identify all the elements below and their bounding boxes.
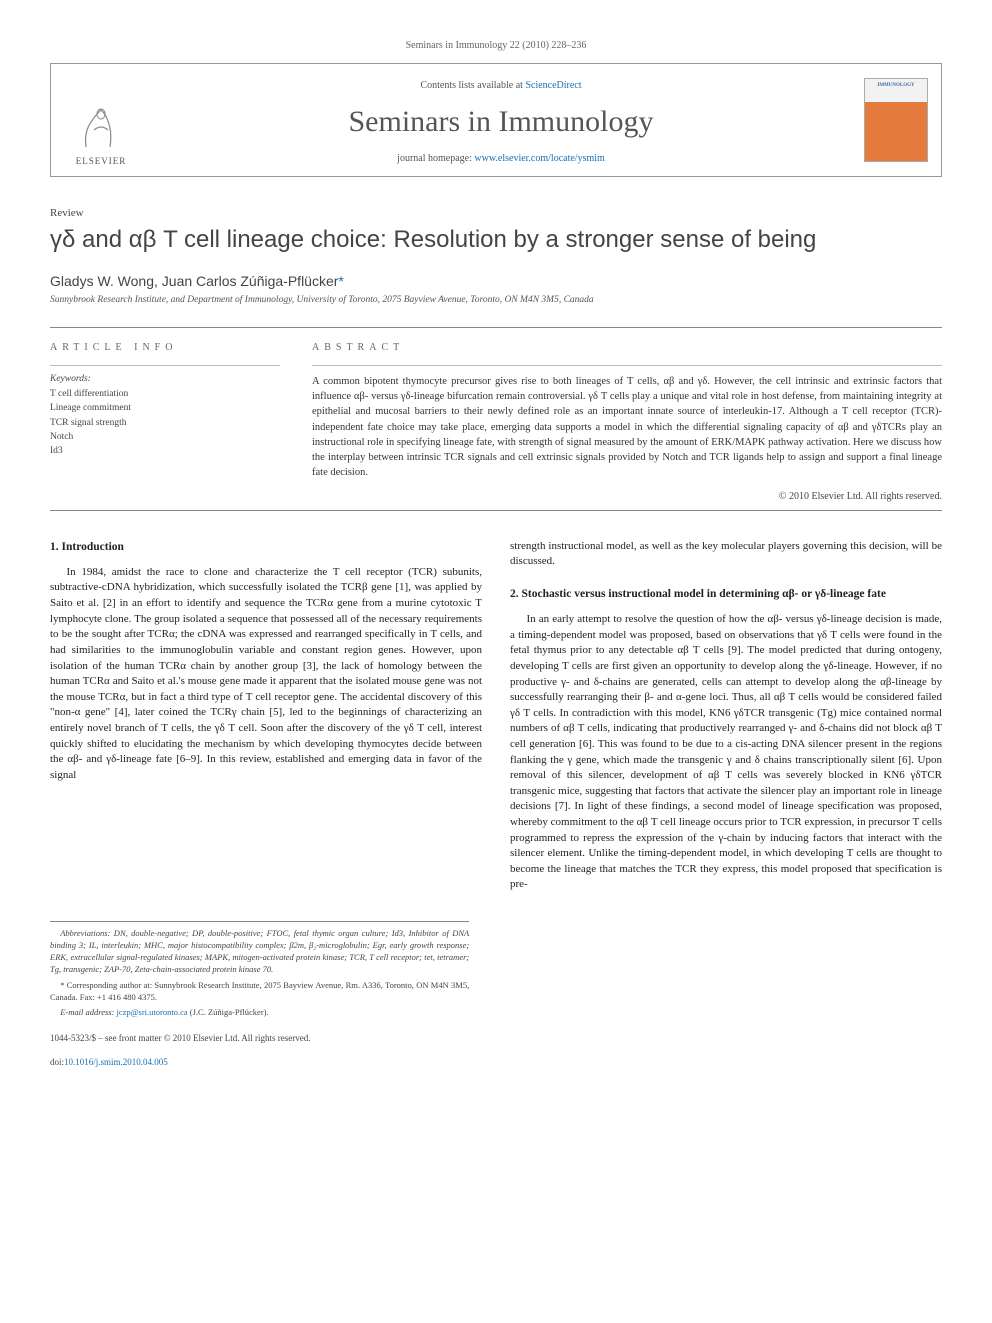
body-text: 1. Introduction In 1984, amidst the race… (50, 539, 942, 904)
keyword: TCR signal strength (50, 416, 280, 430)
doi-line: doi:10.1016/j.smim.2010.04.005 (50, 1057, 942, 1067)
keyword: Lineage commitment (50, 401, 280, 415)
article-info-column: ARTICLE INFO Keywords: T cell differenti… (50, 342, 280, 502)
abbrev-text: Abbreviations: DN, double-negative; DP, … (50, 928, 469, 974)
authors-text: Gladys W. Wong, Juan Carlos Zúñiga-Pflüc… (50, 273, 338, 289)
corresponding-asterisk-link[interactable]: * (338, 273, 343, 289)
keyword: T cell differentiation (50, 387, 280, 401)
keyword: Id3 (50, 444, 280, 458)
copyright-line: © 2010 Elsevier Ltd. All rights reserved… (312, 491, 942, 502)
body-paragraph: strength instructional model, as well as… (510, 539, 942, 570)
affiliation: Sunnybrook Research Institute, and Depar… (50, 295, 942, 305)
contents-prefix: Contents lists available at (420, 80, 525, 91)
keywords-label: Keywords: (50, 374, 280, 384)
info-abstract-row: ARTICLE INFO Keywords: T cell differenti… (50, 342, 942, 502)
section-heading-2: 2. Stochastic versus instructional model… (510, 586, 942, 602)
footnote-email: E-mail address: jczp@sri.utoronto.ca (J.… (50, 1007, 469, 1019)
abstract-label: ABSTRACT (312, 342, 942, 353)
section-heading-1: 1. Introduction (50, 539, 482, 555)
authors: Gladys W. Wong, Juan Carlos Zúñiga-Pflüc… (50, 273, 942, 289)
doi-link[interactable]: 10.1016/j.smim.2010.04.005 (64, 1057, 168, 1067)
keyword: Notch (50, 430, 280, 444)
email-prefix: E-mail address: (60, 1007, 116, 1017)
cover-title: IMMUNOLOGY (865, 83, 927, 88)
footnotes: Abbreviations: DN, double-negative; DP, … (50, 921, 469, 1019)
journal-cover-thumb: IMMUNOLOGY (864, 78, 928, 162)
elsevier-logo-icon (76, 102, 126, 152)
sciencedirect-link[interactable]: ScienceDirect (525, 80, 581, 91)
journal-name: Seminars in Immunology (161, 105, 841, 139)
masthead: ELSEVIER Contents lists available at Sci… (50, 63, 942, 177)
email-link[interactable]: jczp@sri.utoronto.ca (117, 1007, 188, 1017)
section-divider (50, 510, 942, 511)
homepage-prefix: journal homepage: (397, 153, 474, 164)
doi-prefix: doi: (50, 1057, 64, 1067)
journal-homepage-link[interactable]: www.elsevier.com/locate/ysmim (474, 153, 604, 164)
keywords-list: T cell differentiation Lineage commitmen… (50, 387, 280, 458)
publisher-label: ELSEVIER (76, 156, 127, 166)
info-rule (50, 365, 280, 366)
abstract-rule (312, 365, 942, 366)
footnote-abbreviations: Abbreviations: DN, double-negative; DP, … (50, 928, 469, 976)
issn-line: 1044-5323/$ – see front matter © 2010 El… (50, 1033, 942, 1043)
abstract-text: A common bipotent thymocyte precursor gi… (312, 374, 942, 481)
masthead-center: Contents lists available at ScienceDirec… (151, 64, 851, 176)
email-suffix: (J.C. Zúñiga-Pflücker). (188, 1007, 269, 1017)
footnote-corresponding: * Corresponding author at: Sunnybrook Re… (50, 980, 469, 1004)
contents-available-line: Contents lists available at ScienceDirec… (161, 80, 841, 91)
journal-homepage-line: journal homepage: www.elsevier.com/locat… (161, 153, 841, 164)
article-type: Review (50, 207, 942, 219)
body-paragraph: In an early attempt to resolve the quest… (510, 612, 942, 893)
article-info-label: ARTICLE INFO (50, 342, 280, 353)
article-title: γδ and αβ T cell lineage choice: Resolut… (50, 225, 942, 255)
cover-thumb-wrap: IMMUNOLOGY (851, 64, 941, 176)
publisher-block: ELSEVIER (51, 64, 151, 176)
body-paragraph: In 1984, amidst the race to clone and ch… (50, 565, 482, 784)
running-header: Seminars in Immunology 22 (2010) 228–236 (50, 40, 942, 51)
section-divider (50, 327, 942, 328)
abstract-column: ABSTRACT A common bipotent thymocyte pre… (312, 342, 942, 502)
